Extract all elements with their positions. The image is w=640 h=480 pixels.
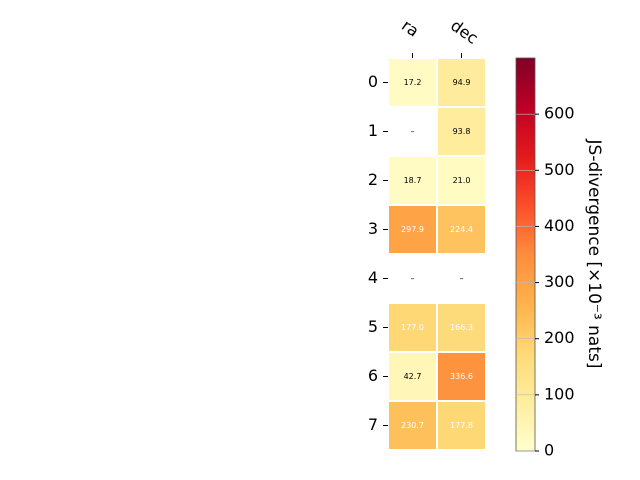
cell-value-label: 177.0 [401,323,424,332]
cell-value-label: – [460,274,464,283]
heatmap-cell-0-dec [438,59,485,106]
colorbar-tick-label: 600 [544,104,575,123]
row-tick-label: 0 [368,72,378,91]
heatmap-cell-6-ra [389,353,436,400]
cell-value-label: – [411,274,415,283]
colorbar-tick-label: 300 [544,272,575,291]
row-tick-label: 4 [368,268,378,287]
colorbar-tick-label: 500 [544,160,575,179]
heatmap-cell-2-ra [389,157,436,204]
row-tick-label: 7 [368,415,378,434]
column-tick-label: dec [447,16,481,48]
row-tick-label: 5 [368,317,378,336]
cell-value-label: 230.7 [401,421,424,430]
heatmap-cell-5-dec [438,304,485,351]
row-tick-label: 1 [368,121,378,140]
cell-value-label: 177.8 [450,421,473,430]
heatmap-cell-3-dec [438,206,485,253]
row-tick-label: 3 [368,219,378,238]
cell-value-label: 224.4 [450,225,473,234]
cell-value-label: 18.7 [404,176,422,185]
cell-value-label: – [411,127,415,136]
heatmap-cell-5-ra [389,304,436,351]
row-tick-label: 6 [368,366,378,385]
heatmap-cell-0-ra [389,59,436,106]
column-tick-labels: ra dec [398,16,482,58]
colorbar: 0 100 200 300 400 500 600 [515,57,575,460]
cell-value-label: 93.8 [453,127,471,136]
colorbar-tick-label: 400 [544,216,575,235]
cell-value-label: 17.2 [404,78,422,87]
row-tick-label: 2 [368,170,378,189]
heatmap-cell-1-dec [438,108,485,155]
heatmap-cell-2-dec [438,157,485,204]
colorbar-tick-label: 0 [544,441,554,460]
colorbar-tick-label: 100 [544,384,575,403]
heatmap-cell-3-ra [389,206,436,253]
cell-value-label: 21.0 [453,176,471,185]
row-tick-labels: 0 1 2 3 4 5 6 7 [368,72,388,434]
colorbar-label: JS-divergence [×10⁻³ nats] [584,139,604,369]
cell-value-label: 166.3 [450,323,473,332]
heatmap-cell-7-dec [438,402,485,449]
heatmap-cells: 17.2 94.9 – 93.8 18.7 21.0 297.9 224.4 – – 177.0 16… [389,59,485,449]
cell-value-label: 42.7 [404,372,422,381]
colorbar-tick-label: 200 [544,328,575,347]
heatmap-cell-7-ra [389,402,436,449]
heatmap-cell-6-dec [438,353,485,400]
cell-value-label: 94.9 [453,78,471,87]
cell-value-label: 336.6 [450,372,473,381]
cell-value-label: 297.9 [401,225,424,234]
colorbar-gradient [515,57,536,452]
column-tick-label: ra [398,16,422,41]
